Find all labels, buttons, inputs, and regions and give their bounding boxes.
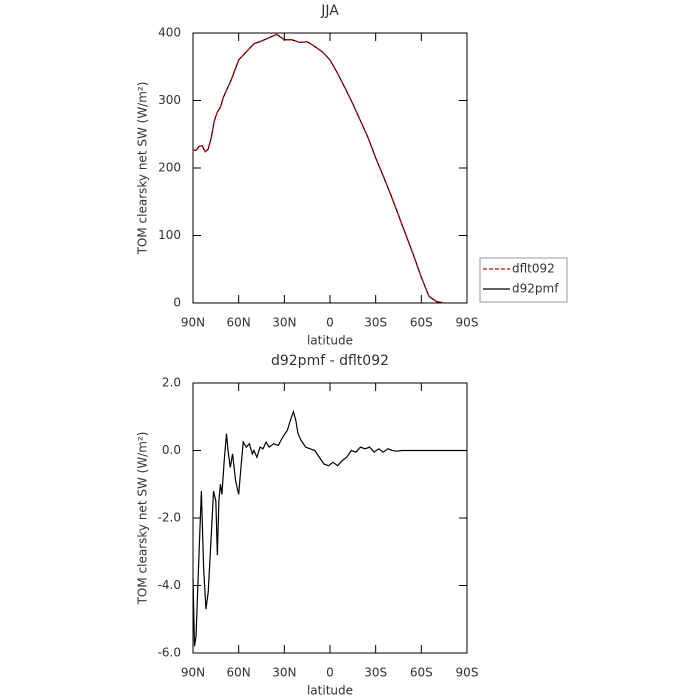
x-tick-label: 30N xyxy=(272,316,296,330)
x-tick-label: 60N xyxy=(227,666,251,680)
x-tick-label: 30S xyxy=(364,316,387,330)
y-tick-label: 0 xyxy=(173,296,181,310)
x-tick-label: 30S xyxy=(364,666,387,680)
chart-title: d92pmf - dflt092 xyxy=(271,353,389,369)
y-tick-label: -2.0 xyxy=(158,511,181,525)
x-tick-label: 0 xyxy=(326,316,334,330)
y-tick-label: 0.0 xyxy=(162,443,181,457)
x-tick-label: 90N xyxy=(181,666,205,680)
plot-frame xyxy=(192,382,468,654)
x-tick-label: 0 xyxy=(326,666,334,680)
y-tick-label: 2.0 xyxy=(162,376,181,390)
y-axis-label: TOM clearsky net SW (W/m²) xyxy=(136,432,150,606)
y-tick-label: 300 xyxy=(158,93,181,107)
x-axis-label: latitude xyxy=(307,334,353,348)
y-tick-label: -4.0 xyxy=(158,578,181,592)
x-tick-label: 90S xyxy=(456,666,479,680)
line xyxy=(192,33,445,304)
y-tick-label: 100 xyxy=(158,228,181,242)
x-tick-label: 60S xyxy=(410,316,433,330)
legend-label: d92pmf xyxy=(512,282,559,296)
legend-label: dflt092 xyxy=(512,262,555,276)
chart-title: JJA xyxy=(320,3,339,19)
x-tick-label: 60S xyxy=(410,666,433,680)
y-tick-label: 400 xyxy=(158,26,181,40)
x-axis-label: latitude xyxy=(307,684,353,698)
x-tick-label: 60N xyxy=(227,316,251,330)
line xyxy=(192,409,467,647)
x-tick-label: 90N xyxy=(181,316,205,330)
x-tick-label: 90S xyxy=(456,316,479,330)
y-tick-label: 200 xyxy=(158,161,181,175)
y-tick-label: -6.0 xyxy=(158,646,181,660)
line xyxy=(192,33,445,304)
y-axis-label: TOM clearsky net SW (W/m²) xyxy=(136,82,150,256)
x-tick-label: 30N xyxy=(272,666,296,680)
legend-box xyxy=(479,257,568,303)
